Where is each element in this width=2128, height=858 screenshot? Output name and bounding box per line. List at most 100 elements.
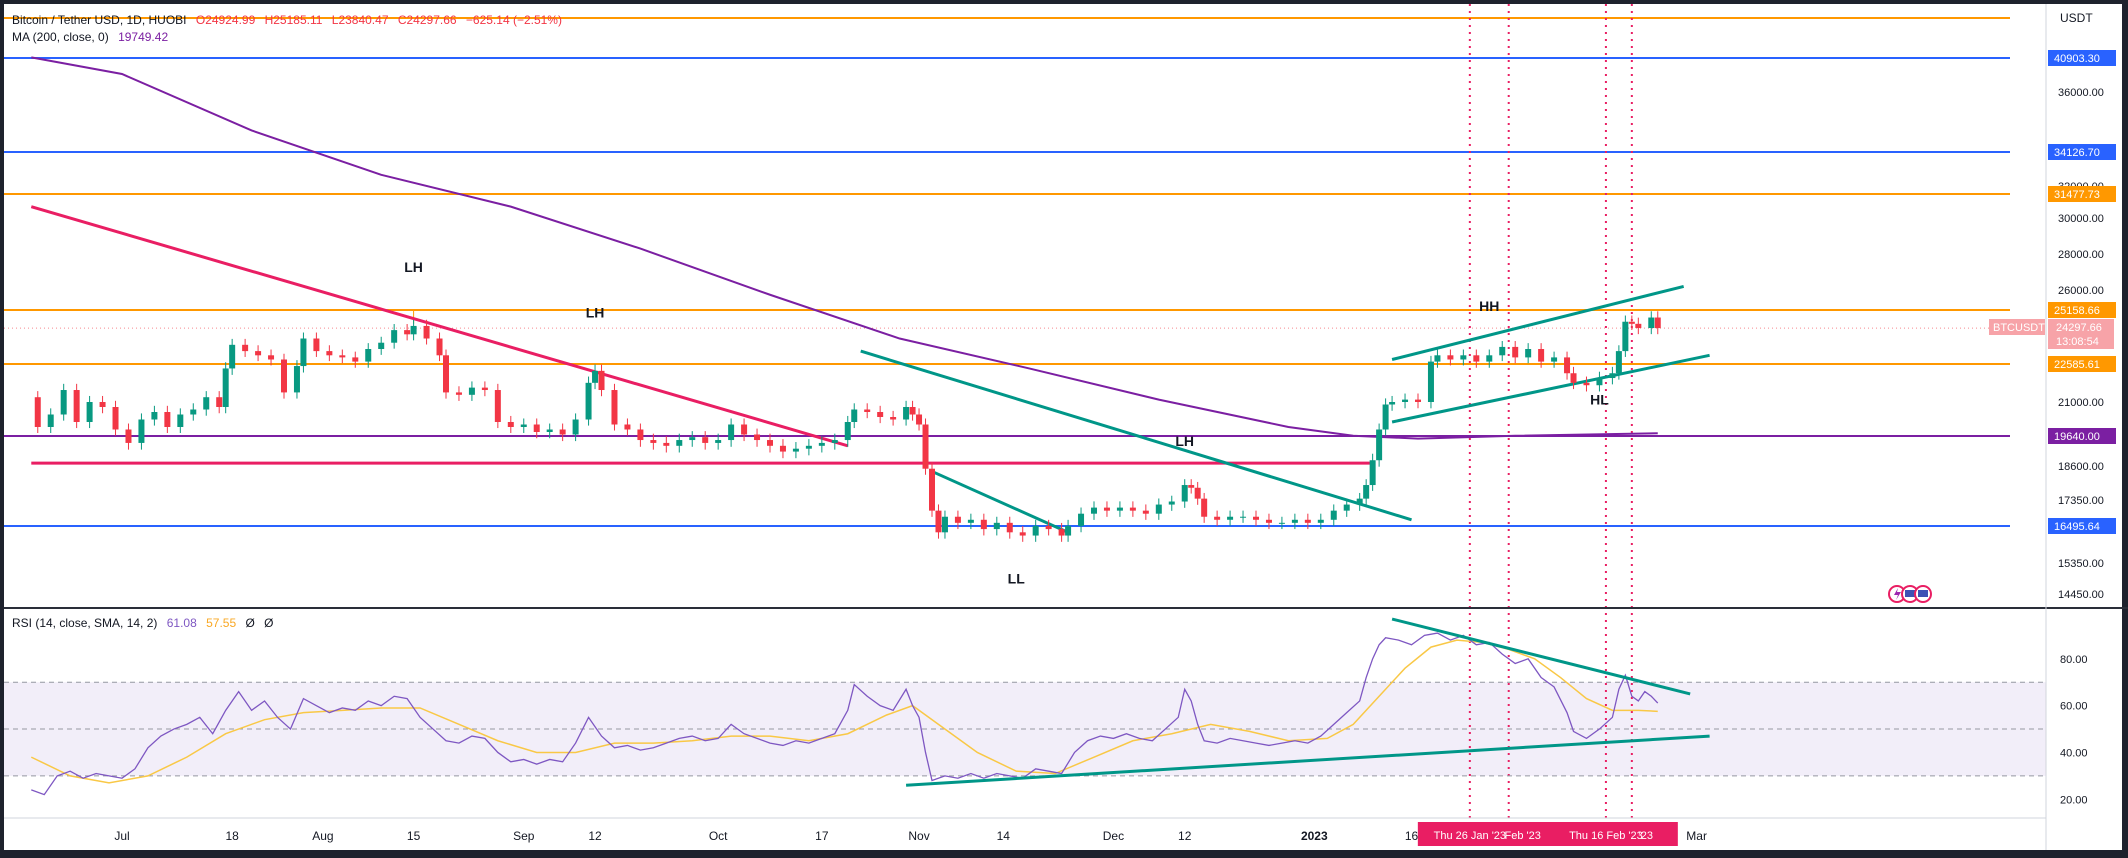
candle-body-13 xyxy=(190,409,197,415)
price-trendline-2 xyxy=(860,349,1412,522)
date-badge-3: '23 xyxy=(1639,830,1653,842)
candle-body-121 xyxy=(1434,355,1441,362)
candle-body-116 xyxy=(1382,404,1389,430)
candle-body-73 xyxy=(909,407,916,415)
candle-body-130 xyxy=(1551,357,1558,362)
annotation-lh-2: LH xyxy=(1175,433,1194,449)
ohlc-high: H25185.11 xyxy=(265,13,323,27)
rsi-sma-value: 57.55 xyxy=(206,616,236,630)
event-icons[interactable] xyxy=(1888,585,1932,603)
ohlc-open: O24924.99 xyxy=(196,13,256,27)
price-badge-bg xyxy=(2048,319,2114,349)
candle-body-25 xyxy=(326,351,333,356)
candle-body-105 xyxy=(1265,519,1272,523)
candle-body-124 xyxy=(1473,355,1480,362)
symbol-title: Bitcoin / Tether USD, 1D, HUOBI xyxy=(12,13,187,27)
rsi-value: 61.08 xyxy=(167,616,197,630)
flag-glyph-icon-2 xyxy=(1918,590,1928,597)
candle-body-4 xyxy=(73,390,80,422)
time-tick-12: 2023 xyxy=(1301,829,1328,843)
candle-body-26 xyxy=(339,355,346,358)
candle-body-85 xyxy=(1032,525,1039,536)
candle-body-56 xyxy=(702,437,709,443)
candle-body-70 xyxy=(877,412,884,417)
candle-body-109 xyxy=(1317,519,1324,523)
candle-body-75 xyxy=(922,424,929,469)
countdown-badge: 13:08:54 xyxy=(2056,336,2099,348)
price-tick-4: 28000.00 xyxy=(2058,249,2104,261)
level-badge-bg-7 xyxy=(2048,518,2116,534)
time-tick-8: Nov xyxy=(908,829,929,843)
flag-glyph-icon xyxy=(1905,590,1915,597)
candle-body-3 xyxy=(60,390,67,415)
level-badge-bg-1 xyxy=(2048,50,2116,66)
candle-body-88 xyxy=(1065,525,1072,536)
annotation-lh-1: LH xyxy=(586,305,605,321)
price-tick-3: 30000.00 xyxy=(2058,213,2104,225)
candle-body-119 xyxy=(1415,399,1421,402)
candle-body-93 xyxy=(1129,507,1136,511)
ohlc-close: C24297.66 xyxy=(398,13,457,27)
rsi-tick-0: 80.00 xyxy=(2060,654,2088,666)
rsi-trendline-0 xyxy=(1391,617,1691,696)
candle-body-36 xyxy=(455,392,462,395)
rsi-legend: RSI (14, close, SMA, 14, 2) 61.08 57.55 … xyxy=(12,616,274,630)
rsi-tick-2: 40.00 xyxy=(2060,747,2088,759)
level-badge-5: 22585.61 xyxy=(2054,359,2100,371)
candle-body-64 xyxy=(805,445,812,449)
price-badge: 24297.66 xyxy=(2056,322,2102,334)
time-tick-4: Sep xyxy=(513,829,535,843)
date-badge-1: Feb '23 xyxy=(1505,830,1541,842)
candle-body-132 xyxy=(1570,373,1577,383)
level-badge-1: 40903.30 xyxy=(2054,53,2100,65)
level-badges: 40903.30 34126.70 31477.73 25158.66 22585.61… xyxy=(2048,50,2116,534)
candle-body-61 xyxy=(767,440,773,446)
candle-body-82 xyxy=(993,522,1000,530)
time-tick-11: 12 xyxy=(1178,829,1192,843)
candle-body-31 xyxy=(404,330,411,335)
date-badge-0: Thu 26 Jan '23 xyxy=(1434,830,1506,842)
level-badge-3: 31477.73 xyxy=(2054,189,2100,201)
rsi-trendlines xyxy=(905,617,1710,787)
rsi-zero-1: Ø xyxy=(245,616,254,630)
candle-body-136 xyxy=(1615,351,1622,374)
candle-body-83 xyxy=(1006,522,1013,533)
pattern-annotations: LH LH LH LL HH HL xyxy=(404,259,1609,587)
candle-body-11 xyxy=(164,412,171,427)
candle-body-65 xyxy=(818,442,825,446)
annotation-hl-5: HL xyxy=(1590,392,1609,408)
candle-body-29 xyxy=(378,342,385,350)
candle-body-8 xyxy=(125,429,132,443)
candle-body-16 xyxy=(222,368,229,407)
candle-body-33 xyxy=(423,325,430,339)
candle-body-23 xyxy=(300,338,307,367)
candle-body-6 xyxy=(99,402,106,407)
price-trendlines xyxy=(30,205,1710,534)
candle-body-44 xyxy=(559,429,566,435)
candle-body-50 xyxy=(624,424,631,430)
candle-body-48 xyxy=(598,370,605,391)
currency-label: USDT xyxy=(2060,11,2093,25)
candle-body-30 xyxy=(391,330,398,343)
candle-body-107 xyxy=(1291,519,1298,523)
candle-body-28 xyxy=(365,349,372,362)
date-badge-bg-1 xyxy=(1553,822,1678,846)
candle-body-101 xyxy=(1214,516,1221,520)
price-trendline-5 xyxy=(1391,353,1710,424)
candle-body-57 xyxy=(715,440,722,443)
candle-body-59 xyxy=(741,424,748,435)
candle-body-69 xyxy=(864,409,871,412)
candle-body-95 xyxy=(1155,504,1162,514)
price-tick-1: 36000.00 xyxy=(2058,87,2104,99)
candle-body-46 xyxy=(585,382,592,420)
annotation-lh-0: LH xyxy=(404,259,423,275)
time-tick-3: 15 xyxy=(407,829,421,843)
right-border xyxy=(2122,0,2128,858)
rsi-tick-3: 20.00 xyxy=(2060,794,2088,806)
candle-body-54 xyxy=(676,440,683,446)
candle-body-68 xyxy=(851,409,858,422)
candle-body-141 xyxy=(1654,317,1661,329)
symbol-badge-bg xyxy=(1989,319,2045,335)
